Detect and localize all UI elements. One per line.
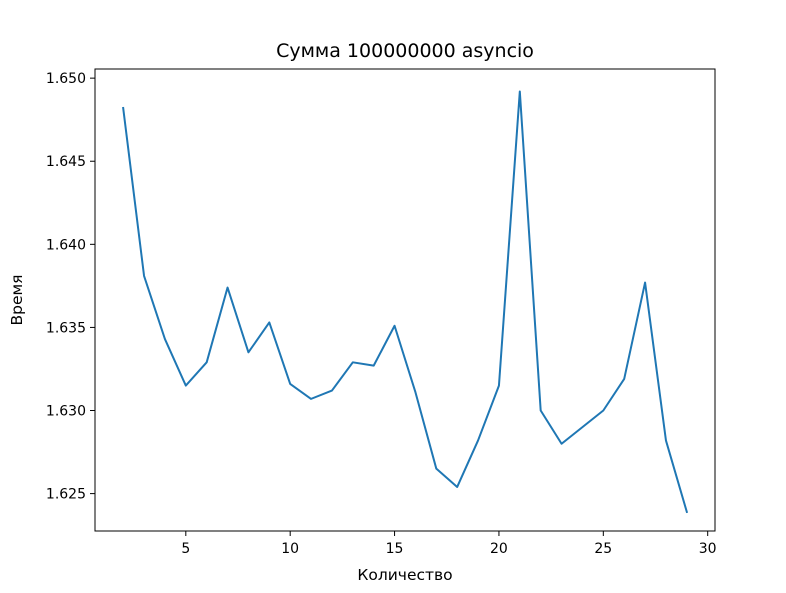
x-tick-label: 25: [594, 541, 612, 557]
x-axis-label: Количество: [357, 566, 452, 584]
y-tick-label: 1.650: [46, 71, 86, 87]
series-group: [122, 90, 689, 514]
chart-title: Сумма 100000000 asyncio: [276, 40, 534, 62]
y-tick-label: 1.630: [46, 404, 86, 420]
y-tick-label: 1.645: [46, 154, 86, 170]
x-tick-label: 30: [699, 541, 717, 557]
y-tick-label: 1.635: [46, 320, 86, 336]
x-tick-label: 20: [490, 541, 508, 557]
y-tick-label: 1.640: [46, 237, 86, 253]
x-tick-label: 5: [181, 541, 190, 557]
series-line: [122, 90, 689, 514]
x-axis-ticks: 5 10 15 20 25 30: [181, 531, 717, 557]
x-tick-label: 15: [386, 541, 404, 557]
y-axis-label: Время: [8, 274, 26, 325]
x-tick-label: 10: [281, 541, 299, 557]
y-tick-label: 1.625: [46, 487, 86, 503]
y-axis-ticks: 1.625 1.630 1.635 1.640 1.645 1.650: [46, 71, 95, 503]
plot-area-frame: [94, 68, 716, 532]
